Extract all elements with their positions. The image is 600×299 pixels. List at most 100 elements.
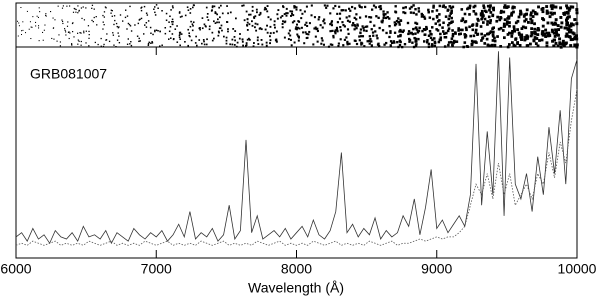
noise-dot [190,39,193,42]
noise-dot [35,21,37,23]
noise-dot [82,6,84,8]
noise-dot [415,43,418,46]
noise-dot [396,41,399,44]
noise-dot [402,11,405,14]
noise-dot [116,25,118,28]
noise-dot [450,37,454,40]
noise-dot [201,27,204,30]
noise-dot [110,9,113,11]
noise-dot [372,34,375,37]
noise-dot [329,12,332,15]
noise-dot [415,13,418,16]
noise-dot [102,14,104,17]
noise-dot [246,29,249,31]
noise-dot [283,13,286,16]
noise-dot [397,35,400,38]
noise-dot [213,37,215,40]
noise-dot [524,26,528,30]
noise-dot [59,45,61,47]
noise-dot [293,5,296,8]
noise-dot [490,43,494,47]
noise-dot [310,4,313,7]
noise-dot [248,13,250,16]
noise-dot [370,28,373,31]
noise-dot [77,39,79,41]
noise-dot [451,44,454,48]
noise-dot [565,34,569,38]
noise-dot [251,24,254,27]
noise-dot [458,32,461,36]
noise-dot [172,21,174,23]
noise-dot [353,16,356,20]
noise-dot [218,27,221,30]
noise-dot [301,12,304,15]
noise-dot [519,35,523,39]
noise-dot [571,37,575,41]
noise-dot [446,9,450,12]
noise-dot [378,26,381,30]
noise-dot [554,5,558,9]
noise-dot [208,25,211,28]
noise-dot [242,4,245,7]
noise-dot [201,17,204,19]
noise-dot [265,8,268,11]
noise-dot [511,41,514,44]
noise-dot [508,43,511,46]
noise-dot [444,15,448,18]
noise-dot [249,13,252,16]
noise-dot [103,24,105,26]
noise-dot [434,22,437,25]
noise-dot [347,32,350,35]
noise-dot [417,37,420,41]
noise-dot [486,20,489,23]
noise-dot [100,45,102,47]
noise-dot [290,14,292,17]
noise-dot [189,12,192,14]
noise-dot [266,5,269,7]
noise-dot [138,40,140,43]
noise-dot [218,6,221,9]
noise-dot [480,9,484,13]
noise-dot [394,10,397,13]
noise-dot [144,24,146,26]
noise-dot [547,31,551,35]
noise-dot [218,31,220,34]
noise-dot [66,25,69,27]
noise-dot [493,36,496,40]
noise-dot [178,34,181,37]
noise-dot [496,15,500,19]
noise-dot [304,31,307,34]
noise-dot [155,4,158,6]
noise-dot [468,25,471,29]
noise-dot [113,44,115,46]
noise-dot [544,28,548,32]
noise-dot [80,32,82,34]
noise-dot [545,41,549,45]
noise-dot [384,16,388,20]
noise-dot [217,30,220,33]
noise-dot [116,39,119,41]
noise-dot [481,37,484,40]
noise-dot [558,37,562,41]
noise-dot [289,34,292,37]
noise-dot [80,40,82,43]
noise-dot [245,10,248,13]
noise-dot [398,21,401,24]
noise-dot [253,16,255,19]
noise-dot [313,16,316,19]
noise-dot [287,38,290,41]
noise-dot [531,9,535,13]
noise-dot [307,33,310,36]
noise-dot [543,32,546,36]
noise-dot [102,28,104,30]
noise-dot [451,29,454,32]
noise-dot [151,42,154,44]
noise-dot [526,35,530,39]
noise-dot [388,17,391,20]
noise-dot [575,37,579,41]
noise-dot [294,27,297,30]
noise-dot [362,29,366,32]
noise-dot [359,31,362,35]
noise-dot [412,11,415,15]
